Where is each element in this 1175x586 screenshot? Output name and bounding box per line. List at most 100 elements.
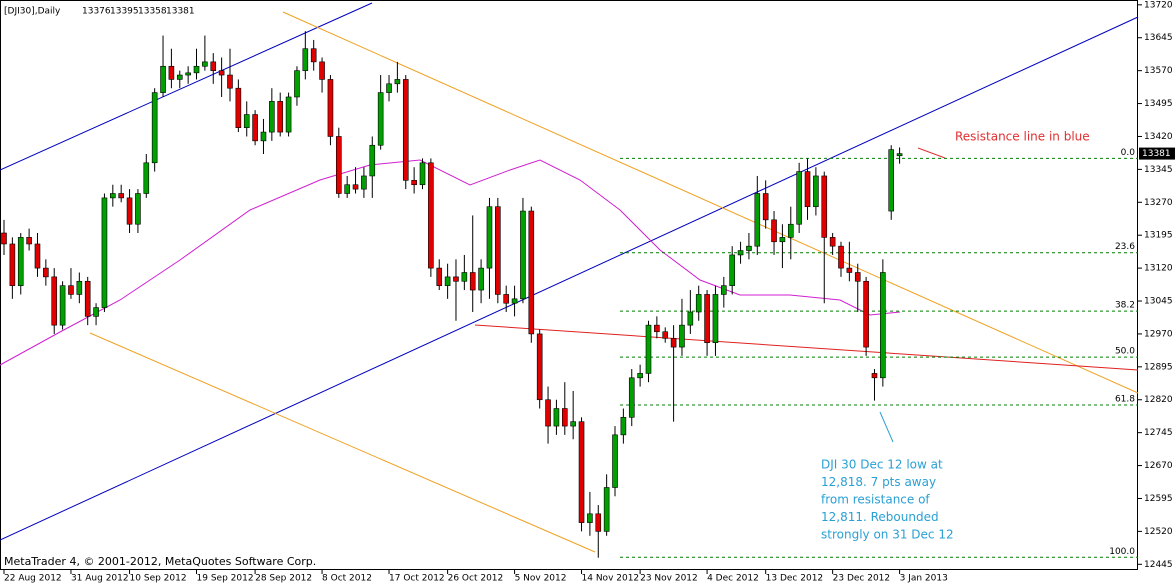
y-tick-label: 13420 <box>1144 132 1173 142</box>
y-tick-label: 12820 <box>1144 395 1173 405</box>
y-tick-label: 13045 <box>1144 297 1173 307</box>
annotation: DJI 30 Dec 12 low at <box>821 458 943 472</box>
note-pointer <box>879 411 894 443</box>
candle-body <box>503 294 510 304</box>
candle-body <box>846 267 853 273</box>
candle-body <box>51 276 58 326</box>
price-tag-label: 13381 <box>1142 149 1171 159</box>
x-tick-label: 31 Aug 2012 <box>71 574 129 584</box>
y-tick-label: 12445 <box>1144 560 1173 570</box>
candle-body <box>59 285 66 326</box>
candle-body <box>269 101 275 133</box>
candle-body <box>495 206 501 295</box>
candle-body <box>235 87 242 128</box>
candle-body <box>637 373 643 379</box>
candle-body <box>176 74 183 80</box>
y-tick-label: 12970 <box>1144 329 1173 339</box>
y-tick-label: 12670 <box>1144 461 1173 471</box>
candle-body <box>561 408 568 427</box>
candle-body <box>536 333 543 401</box>
candle-body <box>511 298 518 304</box>
candle-body <box>168 65 175 80</box>
candle-body <box>218 70 225 76</box>
annotation: strongly on 31 Dec 12 <box>821 528 954 542</box>
y-tick-label: 13345 <box>1144 165 1173 175</box>
note-pointer <box>917 147 946 159</box>
candle-body <box>695 294 702 313</box>
candle-body <box>143 162 150 194</box>
candle-body <box>402 79 409 181</box>
candle-body <box>553 408 560 427</box>
candle-body <box>118 193 124 199</box>
x-tick-label: 23 Nov 2012 <box>640 574 698 584</box>
candle-body <box>193 65 200 74</box>
candle-body <box>754 193 761 247</box>
candle-body <box>68 285 74 295</box>
candle-body <box>260 131 267 142</box>
candle-body <box>1 232 7 245</box>
x-tick-label: 19 Sep 2012 <box>197 574 254 584</box>
candle-body <box>285 96 292 133</box>
annotation: from resistance of <box>821 493 930 507</box>
candle-body <box>436 267 443 286</box>
candle-body <box>394 79 401 85</box>
trend-line <box>282 11 1139 394</box>
candle-body <box>135 193 141 225</box>
candle-body <box>863 280 869 348</box>
candle-body <box>712 294 719 344</box>
x-tick-label: 26 Oct 2012 <box>448 574 504 584</box>
candle-body <box>687 311 694 326</box>
candle-body <box>528 210 535 335</box>
y-tick-label: 13195 <box>1144 231 1173 241</box>
candle-body <box>888 149 895 212</box>
candle-body <box>151 92 158 164</box>
y-tick-label: 12520 <box>1144 527 1173 537</box>
x-tick-label: 8 Oct 2012 <box>322 574 372 584</box>
candle-body <box>796 171 802 225</box>
header-value: 13395 <box>110 7 139 17</box>
candle-body <box>43 267 49 278</box>
annotation: 12,818. 7 pts away <box>821 475 936 489</box>
header-value: 13381 <box>166 7 195 17</box>
candle-body <box>17 237 24 286</box>
candle-body <box>654 324 660 333</box>
y-tick-label: 13120 <box>1144 264 1173 274</box>
y-tick-label: 13645 <box>1144 33 1173 43</box>
resistance-line <box>0 16 1139 541</box>
candle-body <box>369 144 376 177</box>
candle-body <box>93 307 99 317</box>
candle-body <box>419 162 426 186</box>
y-tick-label: 12595 <box>1144 494 1173 504</box>
candle-body <box>243 114 250 128</box>
candle-body <box>461 272 468 282</box>
candle-body <box>746 245 752 251</box>
candle-body <box>411 180 417 186</box>
x-tick-label: 13 Dec 2012 <box>766 574 824 584</box>
annotation: Resistance line in blue <box>955 130 1090 144</box>
x-tick-label: 5 Nov 2012 <box>515 574 567 584</box>
candle-body <box>444 276 451 286</box>
candle-body <box>227 74 233 89</box>
header-value: 13358 <box>138 7 167 17</box>
annotation: 12,811. Rebounded <box>821 510 939 524</box>
candle-body <box>620 416 627 436</box>
candle-body <box>185 72 191 76</box>
candle-body <box>578 421 585 523</box>
candle-body <box>729 254 735 286</box>
y-tick-label: 12895 <box>1144 362 1173 372</box>
candle-body <box>645 324 652 374</box>
candle-body <box>679 324 685 348</box>
y-tick-label: 13720 <box>1144 0 1173 10</box>
candle-body <box>670 338 677 348</box>
y-tick-label: 12745 <box>1144 428 1173 438</box>
chart-title: [DJI30],Daily <box>4 7 61 17</box>
candle-body <box>520 210 526 300</box>
candle-body <box>854 272 861 282</box>
candle-body <box>880 272 886 379</box>
fib-label: 50.0 <box>1115 347 1135 357</box>
x-tick-label: 4 Dec 2012 <box>707 574 759 584</box>
candle-body <box>821 175 828 238</box>
trend-line <box>89 332 596 553</box>
candle-body <box>386 83 392 93</box>
candle-body <box>603 487 610 532</box>
